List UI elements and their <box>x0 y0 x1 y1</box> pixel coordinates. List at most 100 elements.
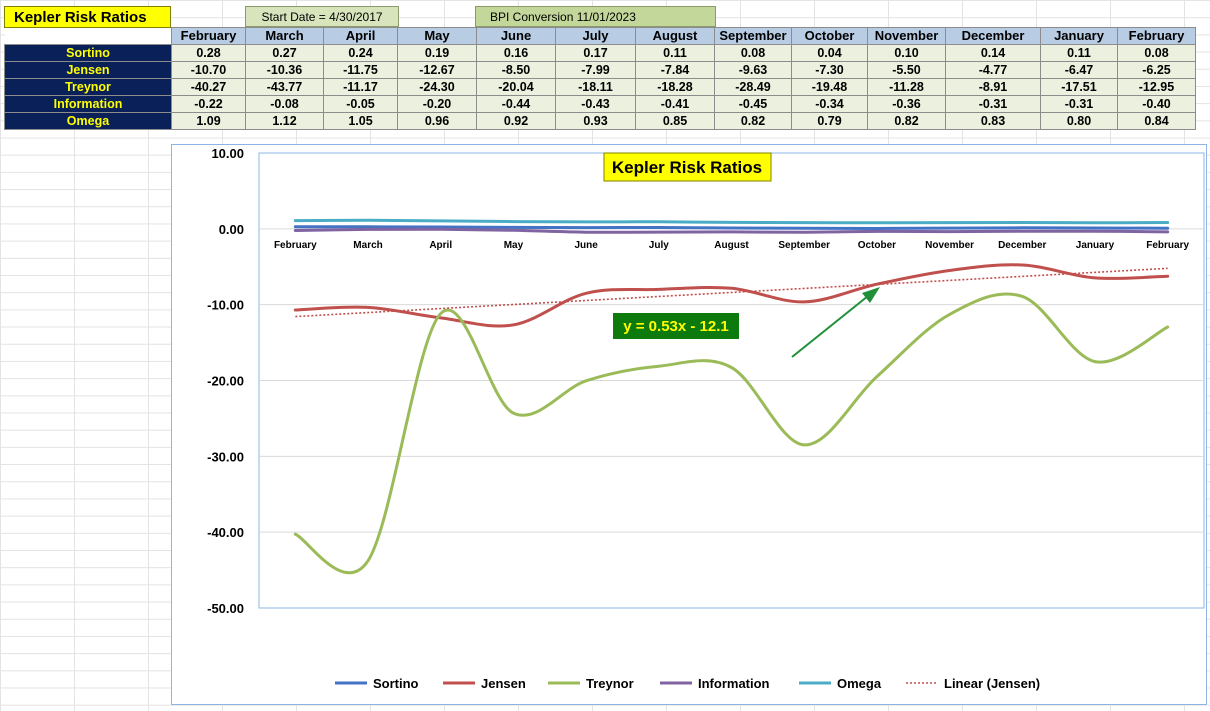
table-cell[interactable]: 0.80 <box>1040 112 1118 130</box>
table-cell[interactable]: 0.92 <box>476 112 556 130</box>
table-row: Jensen -10.70 -10.36 -11.75 -12.67 -8.50 -7.99… <box>4 61 1196 79</box>
row-label: Jensen <box>4 61 172 79</box>
table-cell[interactable]: 0.10 <box>867 44 946 62</box>
row-label: Omega <box>4 112 172 130</box>
table-cell[interactable]: -6.25 <box>1117 61 1196 79</box>
table-cell[interactable]: 0.11 <box>635 44 715 62</box>
series-line-jensen <box>293 263 1170 328</box>
legend-label[interactable]: Omega <box>837 676 882 691</box>
x-tick-label: August <box>714 240 749 251</box>
table-cell[interactable]: -12.95 <box>1117 78 1196 96</box>
risk-ratios-table: February March April May June July August Septe… <box>4 27 1196 130</box>
legend-label[interactable]: Jensen <box>481 676 526 691</box>
month-header: November <box>867 27 946 45</box>
x-tick-label: January <box>1076 240 1115 251</box>
legend-label[interactable]: Treynor <box>586 676 634 691</box>
table-cell[interactable]: 0.79 <box>791 112 868 130</box>
annotation-arrow-shaft <box>791 295 869 358</box>
table-cell[interactable]: -0.22 <box>171 95 246 113</box>
table-cell[interactable]: -4.77 <box>945 61 1041 79</box>
table-cell[interactable]: -9.63 <box>714 61 792 79</box>
table-cell[interactable]: 0.11 <box>1040 44 1118 62</box>
y-tick-label: -40.00 <box>207 525 244 540</box>
table-cell[interactable]: -0.41 <box>635 95 715 113</box>
table-cell[interactable]: -12.67 <box>397 61 477 79</box>
table-cell[interactable]: 0.08 <box>1117 44 1196 62</box>
table-cell[interactable]: 0.19 <box>397 44 477 62</box>
table-cell[interactable]: -5.50 <box>867 61 946 79</box>
table-cell[interactable]: -11.75 <box>323 61 398 79</box>
table-cell[interactable]: 0.83 <box>945 112 1041 130</box>
table-cell[interactable]: 1.12 <box>245 112 324 130</box>
y-tick-label: -10.00 <box>207 298 244 313</box>
table-cell[interactable]: -7.84 <box>635 61 715 79</box>
x-tick-label: June <box>574 240 598 251</box>
month-header: October <box>791 27 868 45</box>
table-cell[interactable]: 0.93 <box>555 112 636 130</box>
table-cell[interactable]: -8.91 <box>945 78 1041 96</box>
y-tick-label: 10.00 <box>211 146 244 161</box>
table-cell[interactable]: 0.82 <box>867 112 946 130</box>
x-tick-label: April <box>429 240 452 251</box>
table-cell[interactable]: 0.27 <box>245 44 324 62</box>
chart-title: Kepler Risk Ratios <box>612 158 762 177</box>
table-cell[interactable]: -0.05 <box>323 95 398 113</box>
table-cell[interactable]: -24.30 <box>397 78 477 96</box>
table-cell[interactable]: -17.51 <box>1040 78 1118 96</box>
table-cell[interactable]: 0.08 <box>714 44 792 62</box>
table-cell[interactable]: 0.82 <box>714 112 792 130</box>
month-header: May <box>397 27 477 45</box>
table-cell[interactable]: 0.96 <box>397 112 477 130</box>
table-cell[interactable]: -0.40 <box>1117 95 1196 113</box>
table-cell[interactable]: -10.36 <box>245 61 324 79</box>
y-tick-label: -30.00 <box>207 449 244 464</box>
table-header-row: February March April May June July August Septe… <box>4 27 1196 45</box>
table-cell[interactable]: -11.28 <box>867 78 946 96</box>
table-cell[interactable]: -0.36 <box>867 95 946 113</box>
x-tick-label: September <box>778 240 830 251</box>
table-corner-cell <box>4 27 172 45</box>
trendline-linear-jensen <box>295 267 1168 318</box>
chart-area[interactable] <box>171 144 1207 705</box>
series-line-treynor <box>293 292 1170 575</box>
equation-box <box>613 313 739 339</box>
table-cell[interactable]: -20.04 <box>476 78 556 96</box>
table-cell[interactable]: -19.48 <box>791 78 868 96</box>
table-row: Information -0.22 -0.08 -0.05 -0.20 -0.44 -0.4… <box>4 95 1196 113</box>
trendline-equation: y = 0.53x - 12.1 <box>623 318 729 335</box>
month-header: December <box>945 27 1041 45</box>
row-label: Information <box>4 95 172 113</box>
legend-label[interactable]: Information <box>698 676 770 691</box>
x-tick-label: February <box>274 240 317 251</box>
table-cell[interactable]: -0.44 <box>476 95 556 113</box>
series-line-sortino <box>293 225 1170 231</box>
chart-title-box <box>603 152 772 182</box>
series-line-information <box>293 227 1170 234</box>
table-row: Treynor -40.27 -43.77 -11.17 -24.30 -20.04 -18… <box>4 78 1196 96</box>
table-cell[interactable]: 0.16 <box>476 44 556 62</box>
table-row: Omega 1.09 1.12 1.05 0.96 0.92 0.93 0.85 0.82 0.7… <box>4 112 1196 130</box>
table-cell[interactable]: -0.31 <box>945 95 1041 113</box>
month-header: July <box>555 27 636 45</box>
table-cell[interactable]: 0.28 <box>171 44 246 62</box>
table-cell[interactable]: 1.09 <box>171 112 246 130</box>
table-cell[interactable]: 0.14 <box>945 44 1041 62</box>
legend-label[interactable]: Linear (Jensen) <box>944 676 1040 691</box>
table-cell[interactable]: -0.34 <box>791 95 868 113</box>
table-cell[interactable]: 0.84 <box>1117 112 1196 130</box>
month-header: September <box>714 27 792 45</box>
table-cell[interactable]: -11.17 <box>323 78 398 96</box>
sheet-title: Kepler Risk Ratios <box>4 6 171 28</box>
table-cell[interactable]: -28.49 <box>714 78 792 96</box>
table-cell[interactable]: -40.27 <box>171 78 246 96</box>
x-tick-label: May <box>504 240 524 251</box>
legend-label[interactable]: Sortino <box>373 676 419 691</box>
x-tick-label: March <box>353 240 382 251</box>
month-header: February <box>1117 27 1196 45</box>
table-cell[interactable]: 0.85 <box>635 112 715 130</box>
x-tick-label: November <box>925 240 974 251</box>
month-header: June <box>476 27 556 45</box>
table-cell[interactable]: 1.05 <box>323 112 398 130</box>
table-cell[interactable]: -43.77 <box>245 78 324 96</box>
table-cell[interactable]: 0.04 <box>791 44 868 62</box>
